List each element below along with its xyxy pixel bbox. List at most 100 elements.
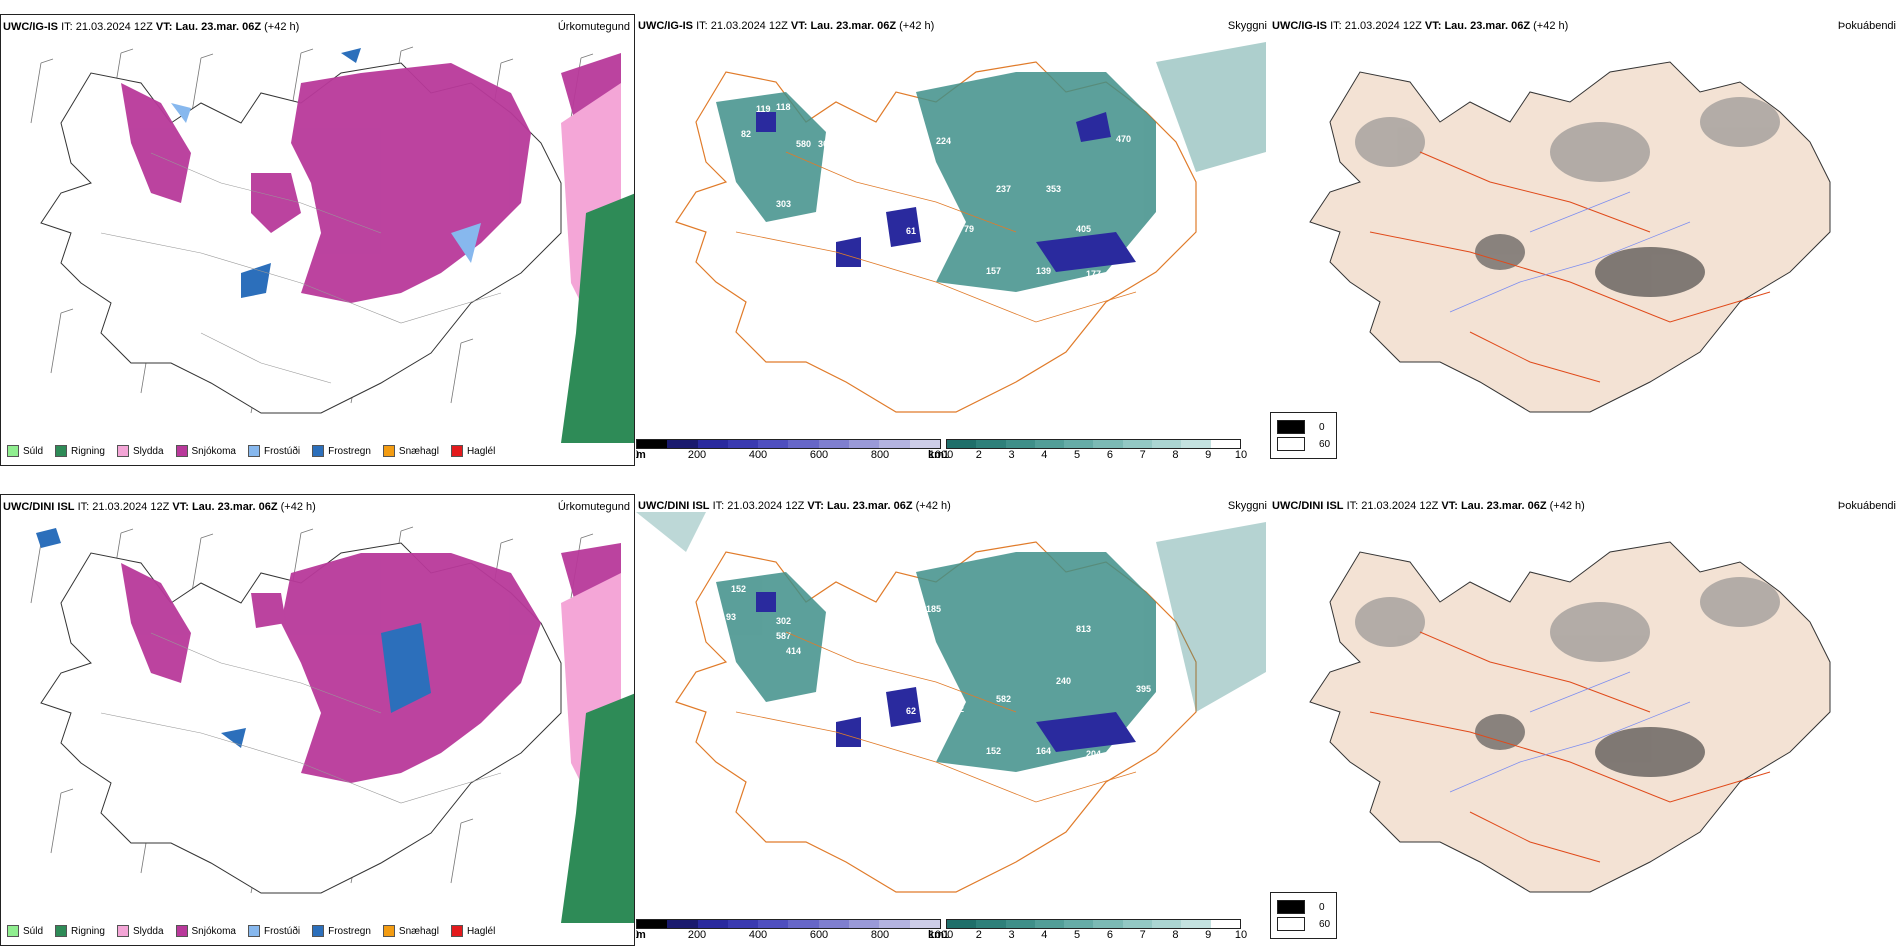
scale-tick-label: 1000	[928, 449, 954, 461]
ceiling-map: 152 93 302 587 414 62 82 185 582 240 813…	[636, 512, 1266, 893]
scale-swatch	[1064, 440, 1094, 448]
panel-label: Úrkomutegund	[557, 21, 630, 33]
scale-tick-label: 400	[748, 929, 768, 941]
scale-swatch	[1093, 920, 1123, 928]
legend-item: Frostregn	[312, 925, 371, 937]
legend-item: Rigning	[55, 445, 105, 457]
scale-tick-label: 5	[1074, 929, 1081, 941]
scale-tick-label: 8	[1172, 929, 1179, 941]
roads	[100, 632, 502, 804]
roads	[1369, 151, 1771, 383]
ceiling-value: 164	[1036, 746, 1051, 756]
ceiling-panel-bottom: UWC/DINI ISL IT: 21.03.2024 12Z VT: Lau.…	[636, 494, 1271, 946]
ceiling-value: 224	[936, 136, 951, 146]
scale-tick-label: 6	[1106, 929, 1113, 941]
ceiling-value: 118	[776, 102, 791, 112]
panel-label: Úrkomutegund	[557, 501, 630, 513]
freezing-drizzle-area	[171, 103, 481, 263]
ceiling-value: 302	[776, 616, 791, 626]
fog-panel-top: UWC/IG-IS IT: 21.03.2024 12Z VT: Lau. 23…	[1270, 14, 1900, 466]
scale-swatch	[976, 440, 1006, 448]
scale-swatch	[1034, 920, 1065, 928]
scale-tick-label: 600	[809, 929, 829, 941]
scale-swatch	[1034, 440, 1065, 448]
legend-item: Snjókoma	[175, 925, 236, 937]
ceiling-value-labels: 152 93 302 587 414 62 82 185 582 240 813…	[726, 584, 1151, 759]
ceiling-value: 185	[926, 604, 941, 614]
low-ceiling-area	[756, 112, 1136, 272]
ceiling-map: 119 118 580 300 82 303 61 79 224 237 353…	[675, 42, 1266, 413]
panel-title: UWC/IG-IS IT: 21.03.2024 12Z VT: Lau. 23…	[638, 20, 935, 32]
scale-swatch	[1181, 440, 1211, 448]
ceiling-value: 139	[1036, 266, 1051, 276]
scale-tick-label: 8	[1172, 449, 1179, 461]
legend-item: Frostúði	[247, 925, 300, 937]
visibility-scale: 1 2 3 4 5 6 7 8 9 10 km	[928, 439, 1247, 463]
scale-tick-label: 200	[687, 449, 707, 461]
scale-swatch	[637, 920, 668, 928]
scale-tick-label: 1	[942, 929, 950, 941]
visibility-scale: 1 2 3 4 5 6 7 8 9 10 km	[928, 919, 1247, 943]
scale-tick-label: 200	[687, 929, 707, 941]
ceiling-value: 300	[818, 139, 833, 149]
legend-item: Haglél	[450, 445, 495, 457]
scale-swatch	[1210, 440, 1240, 448]
panel-title: UWC/DINI ISL IT: 21.03.2024 12Z VT: Lau.…	[1272, 500, 1585, 512]
scale-swatch	[697, 920, 728, 928]
low-ceiling-area	[756, 592, 1136, 752]
panel-title: UWC/IG-IS IT: 21.03.2024 12Z VT: Lau. 23…	[1272, 20, 1569, 32]
fog-map	[1309, 61, 1831, 413]
ceiling-value: 62	[906, 706, 916, 716]
scale-swatch	[879, 440, 910, 448]
panel-title: UWC/DINI ISL IT: 21.03.2024 12Z VT: Lau.…	[3, 501, 316, 513]
scale-tick-label: 0	[636, 449, 639, 461]
panel-label: Þokuábendi	[1837, 500, 1896, 512]
scale-swatch	[1064, 920, 1094, 928]
ceiling-value: 204	[1086, 749, 1101, 759]
scale-swatch	[1152, 920, 1182, 928]
scale-swatch	[976, 920, 1006, 928]
roads	[100, 152, 502, 384]
ceiling-value: 157	[986, 266, 1001, 276]
scale-tick-label: 4	[1041, 929, 1048, 941]
scale-swatch	[1122, 440, 1153, 448]
scale-tick-label: 600	[809, 449, 829, 461]
roads	[735, 151, 1137, 323]
legend-item: Slydda	[116, 445, 164, 457]
legend-item: Rigning	[55, 925, 105, 937]
scale-swatch	[1122, 920, 1153, 928]
ceiling-value: 303	[776, 199, 791, 209]
scale-swatch	[818, 920, 850, 928]
scale-tick-label: 3	[1008, 449, 1015, 461]
ceiling-value: 580	[796, 139, 811, 149]
ceiling-value: 93	[726, 612, 736, 622]
ceiling-panel-top: UWC/IG-IS IT: 21.03.2024 12Z VT: Lau. 23…	[636, 14, 1271, 466]
rain-area	[561, 693, 634, 923]
precip-map	[30, 526, 634, 923]
scale-swatch	[667, 440, 698, 448]
fog-panel-bottom: UWC/DINI ISL IT: 21.03.2024 12Z VT: Lau.…	[1270, 494, 1900, 946]
panel-label: Þokuábendi	[1837, 20, 1896, 32]
precip-panel-bottom: UWC/DINI ISL IT: 21.03.2024 12Z VT: Lau.…	[0, 494, 635, 946]
scale-swatch	[1152, 440, 1182, 448]
ceiling-value: 177	[1086, 269, 1101, 279]
roads	[1369, 631, 1771, 863]
scale-swatch	[849, 440, 880, 448]
scale-tick-label: 2	[975, 449, 982, 461]
legend-item: Haglél	[450, 925, 495, 937]
ceiling-value: 237	[996, 184, 1011, 194]
scale-tick-label: 2	[975, 929, 982, 941]
legend-item: Frostregn	[312, 445, 371, 457]
scale-swatch	[758, 920, 789, 928]
scale-tick-label: 1	[942, 449, 950, 461]
panel-title: UWC/DINI ISL IT: 21.03.2024 12Z VT: Lau.…	[638, 500, 951, 512]
scale-swatch	[1210, 920, 1240, 928]
scale-swatch	[727, 440, 759, 448]
scale-swatch	[788, 440, 819, 448]
precip-map	[30, 46, 634, 443]
ceiling-value: 587	[776, 631, 791, 641]
ceiling-value: 82	[741, 129, 751, 139]
scale-tick-label: 9	[1205, 929, 1212, 941]
ceiling-value: 152	[731, 584, 746, 594]
